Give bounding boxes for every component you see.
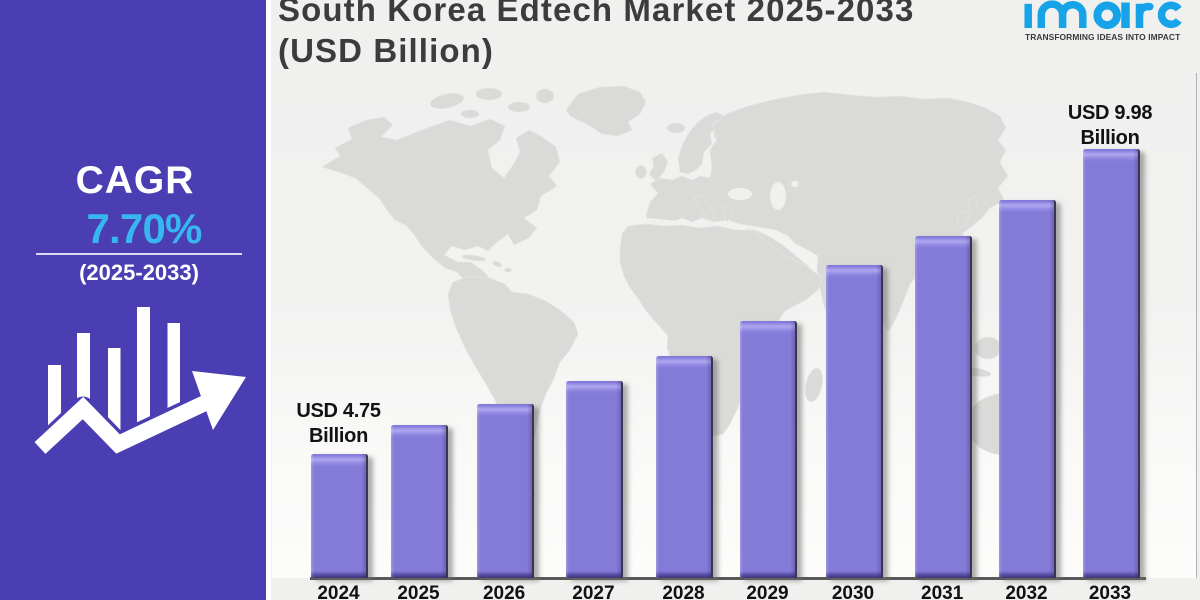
svg-text:TRANSFORMING IDEAS INTO IMPACT: TRANSFORMING IDEAS INTO IMPACT	[1025, 32, 1181, 42]
